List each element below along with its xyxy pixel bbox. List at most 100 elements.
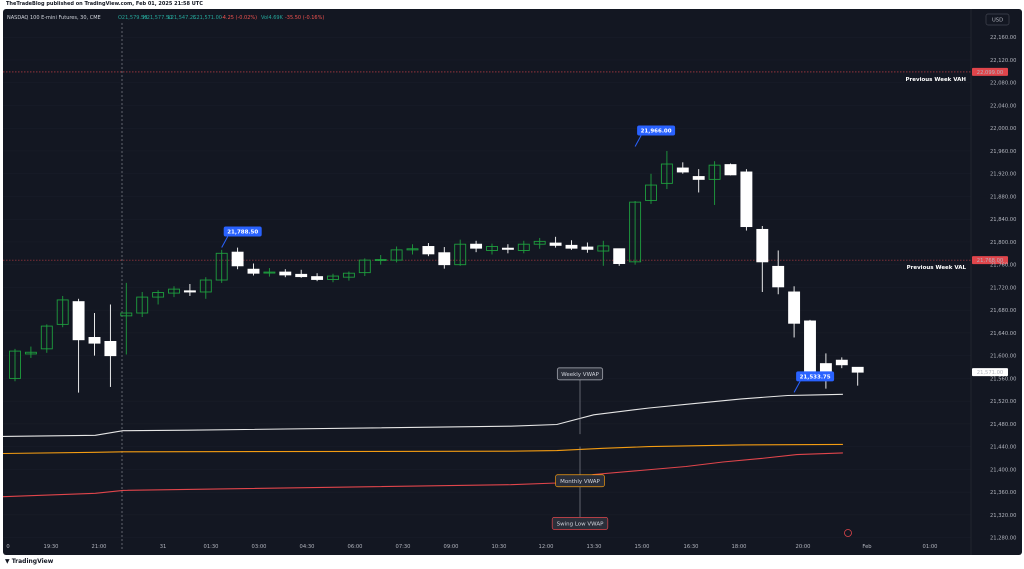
x-tick-label: 31 <box>160 544 167 550</box>
x-tick-label: 20:00 <box>796 544 811 550</box>
publish-header: TheTradeBlog published on TradingView.co… <box>0 0 1024 9</box>
candle-body <box>804 320 816 375</box>
candle-body <box>565 244 578 249</box>
y-tick-label: 21,640.00 <box>990 331 1016 337</box>
candle-body <box>470 243 483 249</box>
candle-body <box>486 246 498 251</box>
y-tick-label: 21,800.00 <box>990 240 1016 246</box>
candle-body <box>199 279 212 293</box>
candle-body <box>740 171 753 228</box>
candle-body <box>358 259 371 274</box>
monthly-vwap-label-box <box>555 474 605 488</box>
chart-frame[interactable]: Previous Week VAH 22,099.00 Previous Week … <box>3 9 1022 555</box>
x-tick-label: 0 <box>6 544 9 550</box>
candle-body <box>406 248 419 251</box>
candle-body <box>438 252 451 266</box>
x-tick-label: 12:00 <box>539 544 554 550</box>
candle-body <box>120 312 133 317</box>
vwap-lines: Weekly VWAP Monthly VWAP Swing Low VWAP <box>3 367 843 530</box>
legend-volume: Vol4.69K <box>261 15 284 21</box>
candle-body <box>676 167 689 173</box>
candle-body <box>168 288 180 294</box>
candle-body <box>374 259 387 262</box>
legend-symbol: NASDAQ 100 E-mini Futures, 30, CME <box>7 15 101 21</box>
callout-pointer <box>793 381 801 393</box>
legend-high: H21,577.50 <box>143 15 172 21</box>
x-tick-label: 07:30 <box>396 544 411 550</box>
candle-body <box>88 337 101 344</box>
legend-volume-change: -35.50 (-0.16%) <box>285 15 324 21</box>
candle-body <box>263 271 276 274</box>
y-tick-label: 21,280.00 <box>990 536 1016 542</box>
price-callouts: 21,788.50 21,966.00 21,533.75 <box>221 125 835 393</box>
currency-label: USD <box>992 18 1003 24</box>
candle-body <box>327 275 339 280</box>
candle-body <box>660 163 673 184</box>
callout-box <box>223 226 262 237</box>
price-chart[interactable]: Previous Week VAH 22,099.00 Previous Week … <box>3 9 1022 555</box>
candle-body <box>390 249 403 261</box>
y-tick-label: 21,360.00 <box>990 490 1016 496</box>
x-tick-label: 16:30 <box>684 544 699 550</box>
level-price-label: 22,099.00 <box>977 70 1003 76</box>
y-tick-label: 21,760.00 <box>990 263 1016 269</box>
candle-body <box>517 243 530 251</box>
candle-body <box>692 176 705 180</box>
candle-body <box>581 246 594 250</box>
legend-close: C21,571.00 <box>193 15 222 21</box>
candle-body <box>597 245 610 252</box>
candle-body <box>851 366 864 373</box>
last-price-label: 21,571.00 <box>977 370 1003 376</box>
level-price-tag <box>972 67 1008 76</box>
candle-body <box>772 265 785 288</box>
x-tick-label: 13:30 <box>587 544 602 550</box>
monthly-vwap-line <box>3 443 843 455</box>
candle-body <box>215 252 228 281</box>
last-price-tag <box>972 368 1008 377</box>
callout-box <box>796 371 835 382</box>
candle-body <box>835 359 848 366</box>
candle-body <box>629 201 642 263</box>
legend-open: O21,579.50 <box>118 15 147 21</box>
candle-body <box>24 351 37 355</box>
x-tick-label: 01:30 <box>204 544 219 550</box>
level-label: Previous Week VAH <box>906 77 967 83</box>
level-price-tag <box>972 256 1008 265</box>
y-tick-label: 21,400.00 <box>990 467 1016 473</box>
x-tick-label: 21:00 <box>92 544 107 550</box>
candle-body <box>104 340 117 357</box>
swing-low-vwap-label-box <box>551 517 609 530</box>
level-label: Previous Week VAL <box>907 265 967 271</box>
candle-body <box>342 272 355 278</box>
y-tick-label: 22,120.00 <box>990 58 1016 64</box>
y-tick-label: 22,080.00 <box>990 81 1016 87</box>
callout-label: 21,788.50 <box>227 229 258 235</box>
level-price-label: 21,768.00 <box>977 258 1003 264</box>
currency-badge[interactable] <box>985 13 1010 26</box>
publish-info: TheTradeBlog published on TradingView.co… <box>6 1 203 7</box>
x-tick-label: 09:00 <box>444 544 459 550</box>
callout-box <box>637 125 676 136</box>
candle-body <box>295 273 308 278</box>
time-axis[interactable]: 0 19:30 21:00 31 01:30 03:00 04:30 06:00 07:30 09… <box>6 544 937 550</box>
candle-body <box>533 240 546 245</box>
y-tick-label: 21,440.00 <box>990 445 1016 451</box>
candle-body <box>40 325 53 350</box>
swing-low-vwap-label: Swing Low VWAP <box>557 521 604 527</box>
weekly-vwap-label-box <box>556 367 604 381</box>
y-tick-label: 21,880.00 <box>990 194 1016 200</box>
y-tick-label: 21,600.00 <box>990 354 1016 360</box>
monthly-vwap-label: Monthly VWAP <box>560 479 600 485</box>
candle-body <box>724 164 737 176</box>
candle-body <box>279 271 292 276</box>
x-tick-label: 06:00 <box>348 544 363 550</box>
price-axis[interactable]: 22,160.00 22,120.00 22,080.00 22,040.00 22,0… <box>970 9 1016 555</box>
y-tick-label: 22,000.00 <box>990 126 1016 132</box>
weekly-vwap-label: Weekly VWAP <box>561 372 599 378</box>
y-tick-label: 21,480.00 <box>990 422 1016 428</box>
x-tick-label: Feb <box>862 544 872 550</box>
swing-low-vwap-line <box>3 452 843 498</box>
candle-body <box>9 350 21 379</box>
flag-icon[interactable] <box>844 529 852 537</box>
candle-body <box>231 251 244 267</box>
